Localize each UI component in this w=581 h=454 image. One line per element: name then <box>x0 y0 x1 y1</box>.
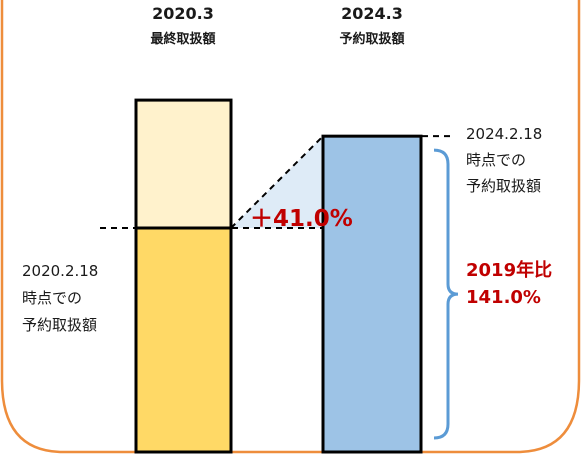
baseline-label-line-2: 時点での <box>22 289 82 307</box>
bar-2020-baseline <box>134 226 233 454</box>
bar-2024 <box>321 134 423 454</box>
increase-label: ＋41.0% <box>250 206 353 232</box>
category-label-2020: 2020.3 <box>152 4 214 23</box>
ratio-label-line-2: 141.0% <box>466 287 541 308</box>
bar-2020-upper <box>134 98 233 230</box>
category-label-2024: 2024.3 <box>341 4 403 23</box>
baseline-label-line-3: 予約取扱額 <box>22 316 97 334</box>
baseline-label-line-1: 2020.2.18 <box>22 262 98 280</box>
category-subtitle-2020: 最終取扱額 <box>150 31 215 47</box>
ratio-label-line-1: 2019年比 <box>466 259 552 281</box>
right-label-line-2: 時点での <box>466 151 526 169</box>
right-label-line-3: 予約取扱額 <box>466 177 541 195</box>
increase-wedge <box>231 136 323 228</box>
bracket <box>433 148 459 440</box>
right-label-line-1: 2024.2.18 <box>466 125 542 143</box>
category-subtitle-2024: 予約取扱額 <box>339 31 404 47</box>
